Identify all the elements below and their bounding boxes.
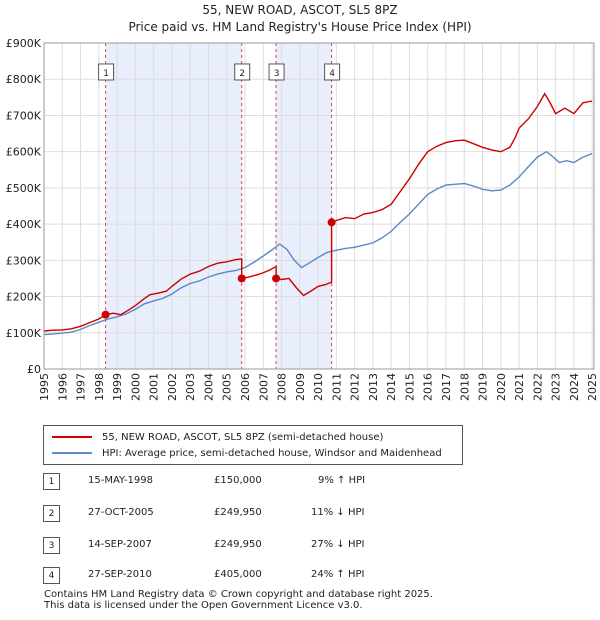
x-tick-label: 2016: [422, 373, 435, 401]
sale-marker-label: 4: [329, 69, 335, 79]
x-tick-label: 2021: [513, 373, 526, 401]
sale-price: £150,000: [214, 475, 262, 486]
legend: 55, NEW ROAD, ASCOT, SL5 8PZ (semi-detac…: [43, 425, 463, 465]
sale-points: [101, 218, 336, 319]
price-chart: 55, NEW ROAD, ASCOT, SL5 8PZ Price paid …: [6, 3, 599, 401]
sale-date: 27-SEP-2010: [88, 569, 152, 580]
sale-point: [272, 274, 281, 283]
sale-hpi-diff: 24% ↑ HPI: [311, 569, 365, 580]
x-tick-label: 2013: [367, 373, 380, 401]
y-tick-label: £400K: [6, 218, 42, 231]
sale-price: £405,000: [214, 569, 262, 580]
series-lines: [43, 92, 593, 336]
x-tick-label: 1995: [38, 373, 51, 401]
x-tick-label: 2011: [330, 373, 343, 401]
legend-item-property: 55, NEW ROAD, ASCOT, SL5 8PZ (semi-detac…: [52, 429, 383, 445]
x-tick-label: 2023: [550, 373, 563, 401]
x-tick-label: 2007: [257, 373, 270, 401]
x-tick-label: 2004: [202, 373, 215, 401]
shaded-period: [105, 43, 242, 369]
x-tick-label: 2018: [458, 373, 471, 401]
x-tick-label: 2002: [166, 373, 179, 401]
sale-marker-box: [98, 63, 115, 81]
sale-marker-box: [234, 63, 251, 81]
sale-date: 15-MAY-1998: [88, 475, 154, 486]
x-tick-label: 1998: [93, 373, 106, 401]
x-tick-label: 2008: [276, 373, 289, 401]
plot-frame: [43, 42, 595, 370]
y-tick-label: £100K: [6, 327, 42, 340]
x-tick-label: 2022: [531, 373, 544, 401]
y-tick-label: £700K: [6, 109, 42, 122]
sale-hpi-diff: 27% ↓ HPI: [311, 539, 365, 550]
sale-date: 27-OCT-2005: [88, 507, 154, 518]
x-tick-label: 2017: [440, 373, 453, 401]
x-tick-label: 2014: [385, 373, 398, 401]
axes: £0 £100K £200K £300K £400K £500K £600K £700K £80…: [6, 37, 599, 401]
legend-label-property: 55, NEW ROAD, ASCOT, SL5 8PZ (semi-detac…: [102, 431, 384, 443]
sale-badge: 2: [43, 505, 60, 522]
x-tick-label: 1997: [75, 373, 88, 401]
y-tick-label: £500K: [6, 182, 42, 195]
sale-marker-label: 3: [274, 69, 280, 79]
sale-point: [327, 218, 336, 227]
footer-license: This data is licensed under the Open Gov…: [44, 600, 363, 611]
legend-label-hpi: HPI: Average price, semi-detached house,…: [102, 447, 442, 459]
sale-badge: 4: [43, 567, 60, 584]
sale-marker-label: 2: [239, 69, 245, 79]
sale-marker-label: 1: [103, 69, 109, 79]
x-tick-label: 1996: [56, 373, 69, 401]
y-tick-label: £300K: [6, 254, 42, 267]
sale-marker-box: [324, 63, 341, 81]
sale-badge: 3: [43, 537, 60, 554]
x-tick-label: 2009: [294, 373, 307, 401]
shaded-periods: [105, 43, 332, 369]
legend-swatch-hpi: [52, 452, 92, 454]
footer: Contains HM Land Registry data © Crown c…: [44, 589, 433, 611]
sale-hpi-diff: 9% ↑ HPI: [318, 475, 366, 486]
legend-item-hpi: HPI: Average price, semi-detached house,…: [52, 445, 442, 461]
x-tick-label: 2001: [148, 373, 161, 401]
y-tick-label: £0: [27, 363, 41, 376]
gridlines: [43, 42, 594, 370]
x-tick-label: 2000: [129, 373, 142, 401]
x-tick-label: 1999: [111, 373, 124, 401]
x-tick-label: 2005: [221, 373, 234, 401]
sale-badge: 1: [43, 473, 60, 490]
legend-swatch-property: [52, 436, 92, 438]
sale-marker-box: [268, 63, 285, 81]
y-tick-label: £200K: [6, 291, 42, 304]
property-price-line: [43, 92, 593, 332]
y-tick-label: £600K: [6, 146, 42, 159]
sale-markers: 1 2 3 4: [98, 63, 341, 81]
x-tick-label: 2015: [403, 373, 416, 401]
x-tick-label: 2003: [184, 373, 197, 401]
y-tick-label: £800K: [6, 73, 42, 86]
x-tick-label: 2012: [349, 373, 362, 401]
x-tick-label: 2010: [312, 373, 325, 401]
x-tick-label: 2006: [239, 373, 252, 401]
sale-price: £249,950: [214, 539, 262, 550]
chart-subtitle: Price paid vs. HM Land Registry's House …: [128, 20, 471, 34]
x-tick-label: 2019: [477, 373, 490, 401]
sale-price: £249,950: [214, 507, 262, 518]
sale-hpi-diff: 11% ↓ HPI: [311, 507, 365, 518]
sale-date: 14-SEP-2007: [88, 539, 152, 550]
x-tick-label: 2020: [495, 373, 508, 401]
hpi-line: [43, 150, 593, 336]
x-tick-label: 2025: [586, 373, 599, 401]
y-tick-label: £900K: [6, 37, 42, 50]
footer-copyright: Contains HM Land Registry data © Crown c…: [44, 589, 433, 600]
chart-title: 55, NEW ROAD, ASCOT, SL5 8PZ: [202, 3, 397, 17]
shaded-period: [276, 43, 332, 369]
sale-point: [101, 310, 110, 319]
x-tick-label: 2024: [568, 373, 581, 401]
sale-point: [237, 274, 246, 283]
